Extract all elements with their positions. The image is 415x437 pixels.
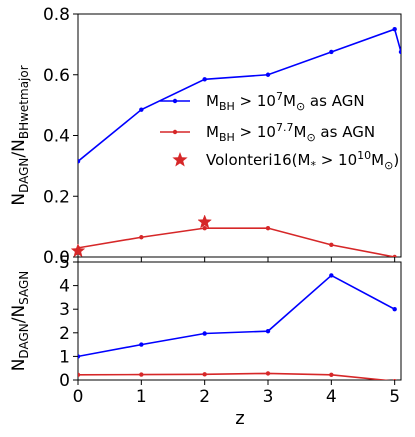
legend-marker (172, 98, 178, 104)
top-y-tick-label: 0.0 (43, 248, 70, 268)
legend: MBH > 107M⊙ as AGN MBH > 107.7M⊙ as AGN Vo… (160, 90, 399, 172)
x-tick-label: 2 (199, 387, 210, 407)
x-tick-label: 3 (263, 387, 274, 407)
top-series-line-1 (78, 227, 395, 257)
bottom-data-point (329, 372, 334, 378)
top-panel: 0.0 0.2 0.4 0.6 0.8 (43, 5, 402, 268)
top-data-point (398, 49, 401, 55)
bottom-y-tick-label: 5 (59, 253, 70, 273)
legend-entry-2: MBH > 107.7M⊙ as AGN (206, 121, 375, 144)
legend-entry-1: MBH > 107M⊙ as AGN (206, 90, 365, 113)
bottom-data-point (78, 354, 81, 359)
x-tick-label: 1 (136, 387, 147, 407)
legend-entry-3: Volonteri16(M* > 1010M⊙) (206, 149, 399, 172)
top-data-point (202, 77, 207, 82)
top-data-point (265, 225, 271, 231)
bottom-data-point (392, 378, 397, 380)
top-y-axis-label: NDAGN/NBHwetmajor (9, 65, 31, 205)
top-data-point (265, 72, 271, 77)
legend-star-swatch (172, 152, 188, 167)
bottom-data-point (202, 331, 207, 336)
top-data-point (139, 107, 144, 112)
x-tick-label: 0 (73, 387, 84, 407)
top-data-point (139, 235, 144, 240)
bottom-series-line-1 (78, 372, 391, 380)
top-data-point (392, 254, 397, 257)
x-tick-label: 5 (389, 387, 400, 407)
bottom-data-point (265, 371, 271, 376)
top-data-point (329, 242, 334, 248)
top-y-tick-label: 0.4 (43, 127, 70, 147)
bottom-data-point (139, 342, 144, 347)
top-y-tick-label: 0.2 (43, 187, 70, 207)
top-data-point (202, 225, 207, 231)
bottom-data-point (139, 372, 144, 377)
top-star-point (197, 214, 212, 229)
bottom-y-tick-label: 0 (59, 371, 70, 391)
x-axis-label: z (235, 408, 244, 429)
bottom-series-line-0 (78, 274, 396, 358)
top-y-tick-label: 0.6 (43, 66, 70, 86)
bottom-y-tick-label: 3 (59, 300, 70, 320)
bottom-data-point (202, 372, 207, 377)
bottom-data-point (329, 273, 334, 278)
bottom-y-tick-label: 4 (59, 277, 70, 297)
top-data-point (78, 159, 81, 164)
top-data-point (329, 49, 334, 55)
x-tick-label: 4 (326, 387, 337, 407)
bottom-data-point (265, 328, 271, 334)
bottom-y-tick-label: 1 (59, 347, 70, 367)
bottom-plot-frame (77, 261, 402, 381)
bottom-data-point (392, 307, 397, 312)
top-y-tick-label: 0.8 (43, 5, 70, 25)
bottom-data-point (78, 372, 81, 378)
top-plot-area (78, 26, 401, 257)
legend-marker (172, 129, 178, 135)
bottom-y-tick-label: 2 (59, 324, 70, 344)
top-data-point (392, 26, 397, 32)
top-star-point (70, 243, 86, 258)
bottom-plot-area (78, 273, 397, 380)
bottom-y-axis-label: NDAGN/NSAGN (9, 271, 31, 372)
